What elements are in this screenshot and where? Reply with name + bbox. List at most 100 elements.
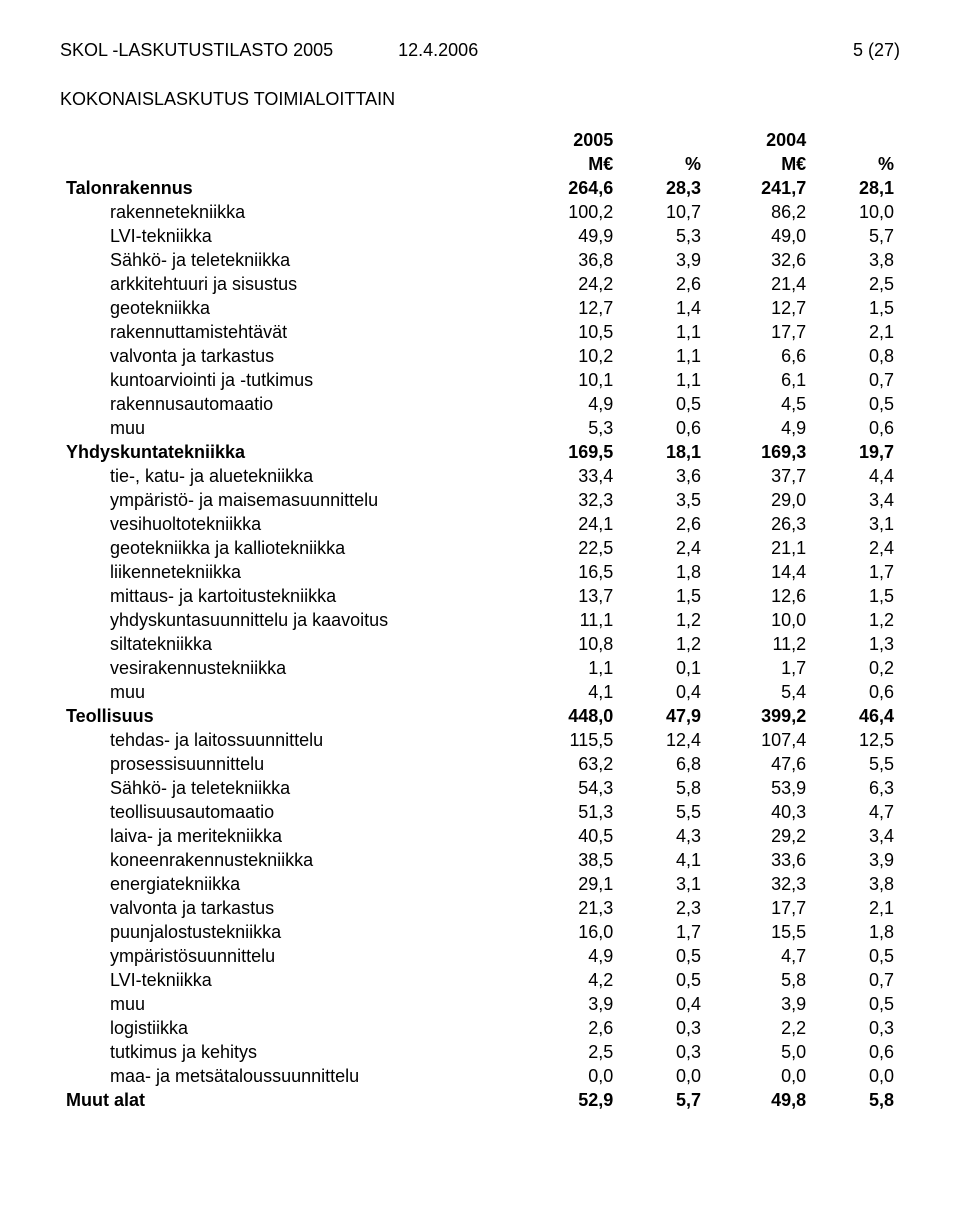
row-value: 10,1: [514, 368, 619, 392]
row-label: energiatekniikka: [60, 872, 514, 896]
row-value: 47,9: [619, 704, 707, 728]
row-label: tie-, katu- ja aluetekniikka: [60, 464, 514, 488]
row-value: 32,3: [707, 872, 812, 896]
row-value: 1,7: [812, 560, 900, 584]
row-value: 0,3: [619, 1016, 707, 1040]
row-value: 49,8: [707, 1088, 812, 1112]
row-value: 0,3: [812, 1016, 900, 1040]
row-value: 448,0: [514, 704, 619, 728]
row-value: 16,0: [514, 920, 619, 944]
row-value: 4,3: [619, 824, 707, 848]
row-value: 2,2: [707, 1016, 812, 1040]
row-label: mittaus- ja kartoitustekniikka: [60, 584, 514, 608]
row-value: 13,7: [514, 584, 619, 608]
row-value: 1,5: [619, 584, 707, 608]
table-row: laiva- ja meritekniikka40,54,329,23,4: [60, 824, 900, 848]
row-label: rakennetekniikka: [60, 200, 514, 224]
table-row: yhdyskuntasuunnittelu ja kaavoitus11,11,…: [60, 608, 900, 632]
table-row: Sähkö- ja teletekniikka36,83,932,63,8: [60, 248, 900, 272]
row-label: tutkimus ja kehitys: [60, 1040, 514, 1064]
table-row: logistiikka2,60,32,20,3: [60, 1016, 900, 1040]
row-value: 12,5: [812, 728, 900, 752]
row-value: 29,2: [707, 824, 812, 848]
row-value: 38,5: [514, 848, 619, 872]
row-label: maa- ja metsätaloussuunnittelu: [60, 1064, 514, 1088]
row-value: 399,2: [707, 704, 812, 728]
row-value: 49,9: [514, 224, 619, 248]
row-value: 0,0: [812, 1064, 900, 1088]
row-value: 0,5: [812, 944, 900, 968]
row-value: 12,7: [707, 296, 812, 320]
row-label: Sähkö- ja teletekniikka: [60, 248, 514, 272]
row-value: 17,7: [707, 320, 812, 344]
row-value: 1,5: [812, 296, 900, 320]
row-value: 5,7: [812, 224, 900, 248]
row-label: arkkitehtuuri ja sisustus: [60, 272, 514, 296]
row-value: 4,4: [812, 464, 900, 488]
row-value: 1,2: [619, 632, 707, 656]
row-value: 0,6: [812, 1040, 900, 1064]
table-row: puunjalostustekniikka16,01,715,51,8: [60, 920, 900, 944]
row-label: vesihuoltotekniikka: [60, 512, 514, 536]
row-value: 0,6: [619, 416, 707, 440]
table-row: Teollisuus448,047,9399,246,4: [60, 704, 900, 728]
row-value: 0,5: [812, 992, 900, 1016]
row-value: 12,4: [619, 728, 707, 752]
row-value: 21,3: [514, 896, 619, 920]
table-row: rakennuttamistehtävät10,51,117,72,1: [60, 320, 900, 344]
row-value: 3,1: [812, 512, 900, 536]
table-row: LVI-tekniikka4,20,55,80,7: [60, 968, 900, 992]
table-row: Muut alat52,95,749,85,8: [60, 1088, 900, 1112]
table-row: energiatekniikka29,13,132,33,8: [60, 872, 900, 896]
row-value: 40,3: [707, 800, 812, 824]
row-value: 12,7: [514, 296, 619, 320]
row-value: 3,5: [619, 488, 707, 512]
row-value: 37,7: [707, 464, 812, 488]
row-value: 33,4: [514, 464, 619, 488]
row-value: 15,5: [707, 920, 812, 944]
row-value: 5,4: [707, 680, 812, 704]
row-value: 28,1: [812, 176, 900, 200]
row-label: Teollisuus: [60, 704, 514, 728]
row-value: 241,7: [707, 176, 812, 200]
row-value: 5,8: [707, 968, 812, 992]
row-label: koneenrakennustekniikka: [60, 848, 514, 872]
row-label: geotekniikka: [60, 296, 514, 320]
table-row: rakennetekniikka100,210,786,210,0: [60, 200, 900, 224]
row-value: 0,4: [619, 680, 707, 704]
row-value: 3,9: [619, 248, 707, 272]
row-value: 1,5: [812, 584, 900, 608]
table-row: Yhdyskuntatekniikka169,518,1169,319,7: [60, 440, 900, 464]
row-value: 169,5: [514, 440, 619, 464]
row-label: valvonta ja tarkastus: [60, 896, 514, 920]
table-row: tie-, katu- ja aluetekniikka33,43,637,74…: [60, 464, 900, 488]
row-value: 169,3: [707, 440, 812, 464]
row-value: 2,6: [619, 512, 707, 536]
row-value: 10,0: [707, 608, 812, 632]
row-value: 1,3: [812, 632, 900, 656]
row-value: 0,6: [812, 680, 900, 704]
table-row: koneenrakennustekniikka38,54,133,63,9: [60, 848, 900, 872]
page: SKOL -LASKUTUSTILASTO 2005 12.4.2006 5 (…: [0, 0, 960, 1208]
row-value: 3,8: [812, 872, 900, 896]
row-value: 4,5: [707, 392, 812, 416]
row-value: 0,5: [619, 392, 707, 416]
year-header-row: 2005 2004: [60, 128, 900, 152]
row-value: 28,3: [619, 176, 707, 200]
row-label: Muut alat: [60, 1088, 514, 1112]
row-label: muu: [60, 992, 514, 1016]
row-value: 5,3: [619, 224, 707, 248]
row-label: siltatekniikka: [60, 632, 514, 656]
row-value: 21,4: [707, 272, 812, 296]
row-label: muu: [60, 680, 514, 704]
row-value: 2,6: [514, 1016, 619, 1040]
table-row: LVI-tekniikka49,95,349,05,7: [60, 224, 900, 248]
unit-1: M€: [514, 152, 619, 176]
table-row: valvonta ja tarkastus21,32,317,72,1: [60, 896, 900, 920]
row-value: 0,5: [812, 392, 900, 416]
row-label: Sähkö- ja teletekniikka: [60, 776, 514, 800]
table-row: vesihuoltotekniikka24,12,626,33,1: [60, 512, 900, 536]
unit-2: %: [619, 152, 707, 176]
row-value: 86,2: [707, 200, 812, 224]
year-1: 2005: [514, 128, 619, 152]
